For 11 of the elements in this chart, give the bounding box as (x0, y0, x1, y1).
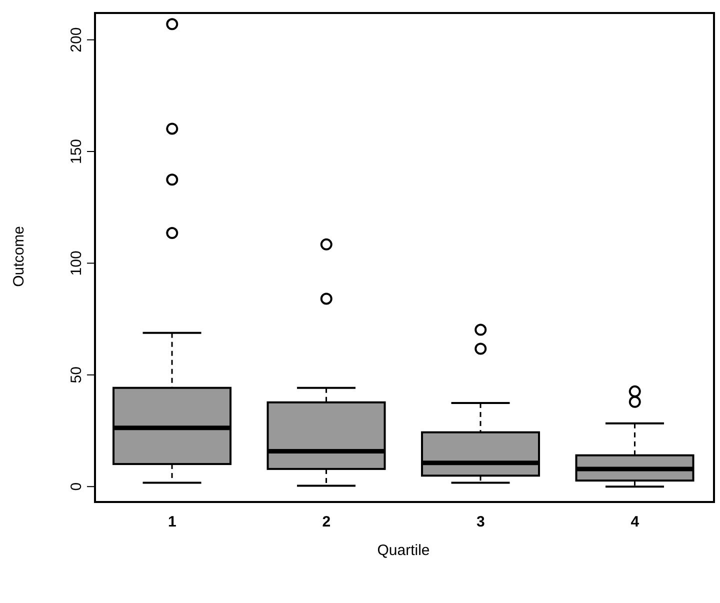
y-tick-label: 0 (68, 482, 85, 491)
x-axis-title: Quartile (377, 542, 430, 559)
y-tick-label: 50 (68, 366, 85, 384)
y-tick-label: 100 (68, 250, 85, 276)
x-tick-label: 1 (168, 514, 176, 531)
y-tick-label: 150 (68, 138, 85, 164)
x-tick-label: 4 (630, 514, 640, 531)
x-tick-label: 2 (322, 514, 331, 531)
y-axis-title: Outcome (10, 226, 28, 287)
y-tick-label: 200 (68, 27, 85, 52)
x-tick-label: 3 (476, 514, 485, 531)
